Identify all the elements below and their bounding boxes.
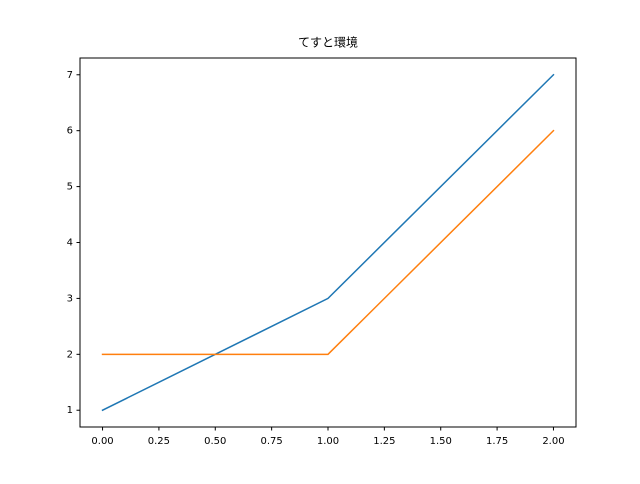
x-tick-label: 2.00 [542, 436, 564, 447]
y-tick-label: 3 [67, 293, 73, 304]
axes-frame [79, 57, 577, 428]
x-tick-label: 0.75 [261, 436, 283, 447]
x-tick-label: 1.75 [486, 436, 508, 447]
y-tick-label: 1 [67, 405, 73, 416]
x-tick-label: 0.00 [91, 436, 113, 447]
chart-title: てすと環境 [298, 35, 358, 50]
x-tick-label: 0.25 [148, 436, 170, 447]
y-tick-label: 7 [67, 70, 73, 81]
x-tick-label: 0.50 [204, 436, 226, 447]
y-tick-label: 4 [67, 238, 73, 249]
x-tick-label: 1.00 [317, 436, 339, 447]
data-line [101, 73, 555, 412]
data-line [101, 129, 555, 356]
x-tick-label: 1.25 [373, 436, 395, 447]
y-tick-label: 6 [67, 126, 73, 137]
y-tick-label: 2 [67, 349, 73, 360]
x-tick-label: 1.50 [430, 436, 452, 447]
y-tick-label: 5 [67, 182, 73, 193]
